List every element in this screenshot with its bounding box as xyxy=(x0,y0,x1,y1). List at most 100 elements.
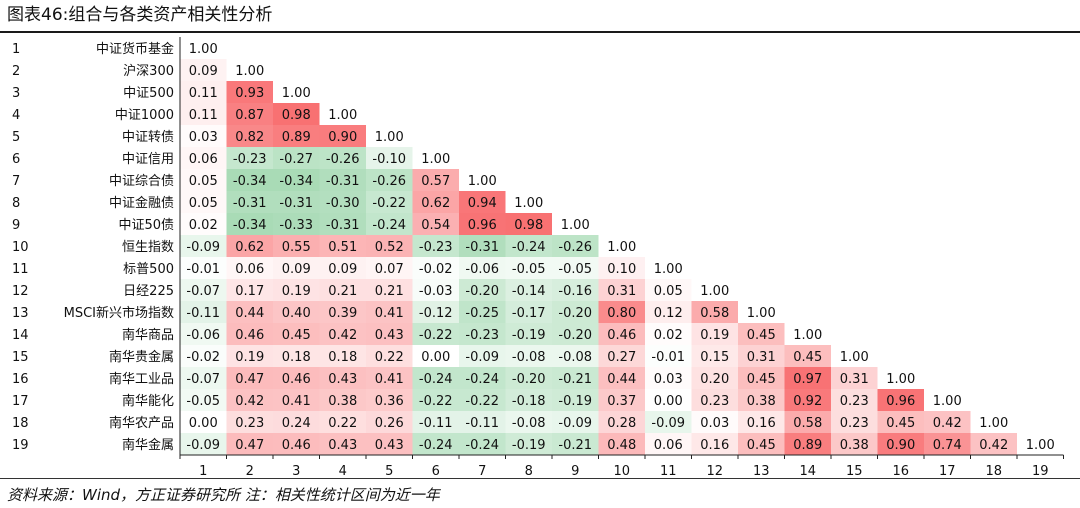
row-label: 恒生指数 xyxy=(122,240,174,255)
heatmap-cell xyxy=(459,345,506,368)
heatmap-cell xyxy=(273,301,320,324)
cell-value-label: 0.18 xyxy=(328,350,357,365)
cell-value-label: 0.54 xyxy=(421,218,450,233)
heatmap-cell xyxy=(459,257,506,280)
cell-value-label: -0.22 xyxy=(372,196,406,211)
heatmap-cell xyxy=(180,191,227,214)
cell-value-label: 0.46 xyxy=(235,328,264,343)
heatmap-cell xyxy=(180,147,227,170)
heatmap-cell xyxy=(738,345,785,368)
heatmap-cell xyxy=(273,103,320,126)
heatmap-cell xyxy=(226,191,274,214)
cell-value-label: 0.38 xyxy=(328,394,357,409)
row-label: 中证500 xyxy=(123,86,174,101)
bottom-rule xyxy=(0,478,1080,479)
cell-value-label: 0.05 xyxy=(189,174,218,189)
cell-value-label: -0.08 xyxy=(512,350,546,365)
heatmap-cell xyxy=(412,411,460,434)
heatmap-cell xyxy=(180,59,227,82)
cell-value-label: 0.57 xyxy=(421,174,450,189)
cell-value-label: 0.46 xyxy=(607,328,636,343)
heatmap-cell xyxy=(366,235,413,258)
cell-value-label: 1.00 xyxy=(421,152,450,167)
cell-value-label: 1.00 xyxy=(979,416,1008,431)
cell-value-label: 1.00 xyxy=(235,64,264,79)
cell-value-label: -0.24 xyxy=(419,372,453,387)
cell-value-label: 0.46 xyxy=(282,438,311,453)
column-label: 9 xyxy=(571,464,579,478)
heatmap-cell xyxy=(180,235,227,258)
heatmap-cell xyxy=(319,279,367,302)
heatmap-cell xyxy=(877,433,925,456)
row-number-label: 10 xyxy=(12,240,29,255)
cell-value-label: 0.07 xyxy=(375,262,404,277)
heatmap-cell xyxy=(598,235,646,258)
heatmap-cell xyxy=(459,323,506,346)
heatmap-cell xyxy=(459,279,506,302)
heatmap-cell xyxy=(319,169,367,192)
cell-value-label: 0.06 xyxy=(654,438,683,453)
column-label: 10 xyxy=(613,464,630,478)
cell-value-label: 0.23 xyxy=(840,416,869,431)
row-number-label: 6 xyxy=(12,152,20,167)
cell-value-label: -0.26 xyxy=(372,174,406,189)
row-label: 南华贵金属 xyxy=(109,349,174,365)
cell-value-label: 0.02 xyxy=(189,218,218,233)
heatmap-cell xyxy=(459,367,506,390)
heatmap-cell xyxy=(459,169,506,192)
heatmap-cell xyxy=(552,323,599,346)
heatmap-cell xyxy=(970,411,1018,434)
cell-value-label: 0.11 xyxy=(189,108,218,123)
heatmap-cell xyxy=(366,279,413,302)
heatmap-cell xyxy=(273,81,320,104)
row-number-label: 11 xyxy=(12,262,29,277)
cell-value-label: -0.11 xyxy=(465,416,499,431)
cell-value-label: 1.00 xyxy=(840,350,869,365)
cell-value-label: -0.12 xyxy=(419,306,453,321)
row-number-label: 5 xyxy=(12,130,20,145)
cell-value-label: 0.92 xyxy=(793,394,822,409)
cell-value-label: 0.45 xyxy=(747,372,776,387)
cell-value-label: -0.25 xyxy=(465,306,499,321)
heatmap-cell xyxy=(598,345,646,368)
cell-value-label: 0.82 xyxy=(235,130,264,145)
heatmap-cell xyxy=(412,147,460,170)
row-number-label: 8 xyxy=(12,196,20,211)
row-number-label: 4 xyxy=(12,108,20,123)
heatmap-cell xyxy=(273,169,320,192)
row-label: 南华商品 xyxy=(122,327,174,343)
heatmap-cell xyxy=(784,323,832,346)
heatmap-cell xyxy=(412,279,460,302)
heatmap-cell xyxy=(180,257,227,280)
cell-value-label: -0.09 xyxy=(186,240,220,255)
column-label: 13 xyxy=(753,464,770,478)
row-label: 南华金属 xyxy=(122,437,174,453)
cell-value-label: 0.39 xyxy=(328,306,357,321)
cell-value-label: -0.02 xyxy=(419,262,453,277)
heatmap-cell xyxy=(180,103,227,126)
column-label: 8 xyxy=(525,464,533,478)
cell-value-label: 0.31 xyxy=(840,372,869,387)
heatmap-cell xyxy=(273,433,320,456)
cell-value-label: 0.20 xyxy=(700,372,729,387)
cell-value-label: -0.10 xyxy=(372,152,406,167)
row-label: 标普500 xyxy=(123,262,174,277)
heatmap-cell xyxy=(366,213,413,236)
cell-value-label: 1.00 xyxy=(933,394,962,409)
cell-value-label: 0.43 xyxy=(328,372,357,387)
heatmap-cell xyxy=(924,389,971,412)
cell-value-label: -0.23 xyxy=(419,240,453,255)
heatmap-cell xyxy=(180,389,227,412)
cell-value-label: 0.05 xyxy=(189,196,218,211)
cell-value-label: 0.89 xyxy=(282,130,311,145)
row-number-label: 15 xyxy=(12,350,29,365)
heatmap-cell xyxy=(738,323,785,346)
cell-value-label: 0.52 xyxy=(375,240,404,255)
heatmap-cell xyxy=(412,323,460,346)
row-label: 中证1000 xyxy=(115,108,174,123)
heatmap-cell xyxy=(831,367,878,390)
cell-value-label: 0.03 xyxy=(654,372,683,387)
heatmap-cell xyxy=(226,301,274,324)
cell-value-label: -0.02 xyxy=(186,350,220,365)
cell-value-label: 0.15 xyxy=(700,350,729,365)
